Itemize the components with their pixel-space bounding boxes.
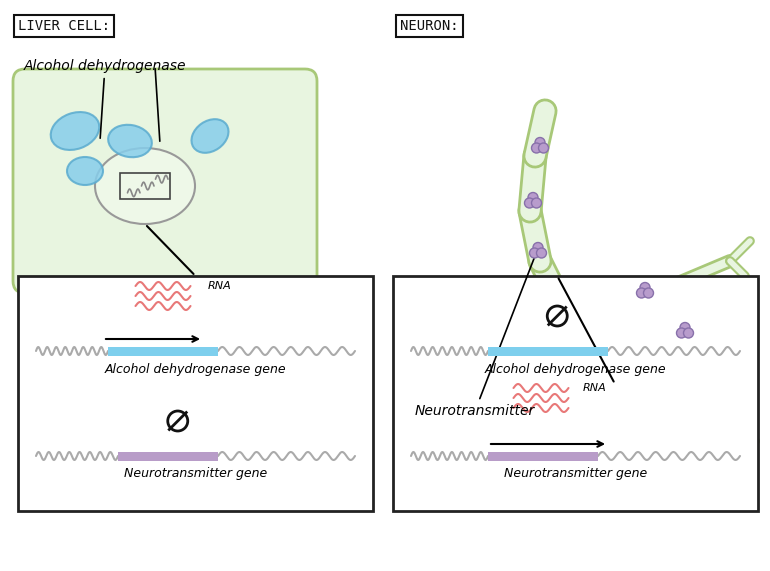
Bar (393, 276, 758, 511)
Circle shape (533, 243, 543, 252)
Bar (18, 276, 373, 511)
Bar (488, 452, 598, 460)
Circle shape (637, 288, 647, 298)
Ellipse shape (570, 328, 640, 384)
Text: RNA: RNA (583, 383, 607, 393)
Circle shape (677, 328, 687, 338)
Circle shape (538, 143, 548, 153)
Circle shape (680, 323, 690, 332)
Ellipse shape (95, 148, 195, 224)
Circle shape (644, 288, 654, 298)
Ellipse shape (67, 157, 103, 185)
FancyBboxPatch shape (13, 69, 317, 293)
Text: Neurotransmitter gene: Neurotransmitter gene (124, 468, 267, 481)
Circle shape (640, 283, 650, 292)
Circle shape (524, 198, 534, 208)
Text: RNA: RNA (208, 281, 232, 291)
Circle shape (531, 198, 541, 208)
Text: Alcohol dehydrogenase: Alcohol dehydrogenase (24, 59, 186, 138)
Bar (488, 347, 608, 356)
Text: LIVER CELL:: LIVER CELL: (18, 19, 110, 33)
Circle shape (530, 248, 540, 258)
Text: Neurotransmitter gene: Neurotransmitter gene (504, 468, 647, 481)
Ellipse shape (108, 125, 152, 157)
Bar (108, 347, 218, 356)
Bar (120, 172, 170, 199)
Text: NEURON:: NEURON: (400, 19, 459, 33)
Ellipse shape (192, 119, 229, 153)
Circle shape (535, 138, 545, 147)
Bar (588, 346, 622, 366)
Text: Alcohol dehydrogenase gene: Alcohol dehydrogenase gene (105, 363, 286, 376)
Text: Neurotransmitter: Neurotransmitter (415, 259, 535, 418)
Circle shape (684, 328, 694, 338)
Ellipse shape (525, 291, 655, 411)
Bar (118, 452, 218, 460)
Circle shape (531, 143, 541, 153)
Text: Alcohol dehydrogenase gene: Alcohol dehydrogenase gene (484, 363, 666, 376)
Circle shape (528, 192, 538, 203)
Ellipse shape (51, 112, 99, 150)
Circle shape (537, 248, 547, 258)
